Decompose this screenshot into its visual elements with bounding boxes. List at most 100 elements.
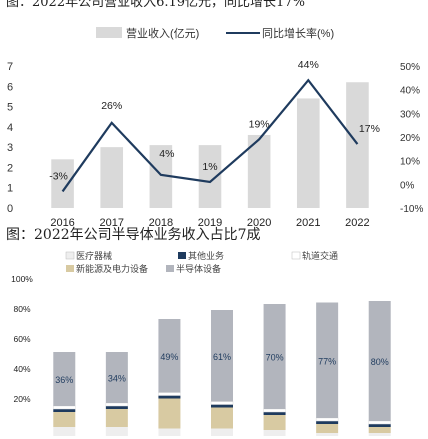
- stacked-segment: [158, 319, 181, 393]
- x-tick-label: 2017: [99, 217, 123, 229]
- revenue-bar: [198, 145, 222, 208]
- stacked-segment: [211, 404, 233, 408]
- stacked-segment: [263, 430, 286, 436]
- legend-label-energy: 新能源及电力设备: [76, 263, 148, 274]
- legend-label-semi: 半导体设备: [176, 263, 221, 274]
- header-cut-text: 图：2022年公司营业收入6.19亿元，同比增长17%: [6, 0, 305, 10]
- y-tick-label: 80%: [13, 304, 30, 314]
- stacked-segment: [316, 424, 339, 433]
- stacked-segment: [105, 409, 128, 427]
- legend-bar-label: 营业收入(亿元): [126, 26, 199, 40]
- y-right-tick-label: 40%: [400, 86, 420, 97]
- stacked-segment: [316, 421, 339, 424]
- stacked-segment: [368, 427, 391, 433]
- legend-swatch-energy: [66, 265, 74, 272]
- y-right-tick-label: 0%: [400, 180, 415, 191]
- growth-line: [61, 78, 359, 193]
- y-left-tick-label: 4: [7, 122, 13, 134]
- stacked-segment: [368, 424, 391, 427]
- legend-label-medical: 医疗器械: [76, 250, 112, 261]
- y-right-tick-label: 30%: [400, 109, 420, 120]
- semi-share-label: 80%: [371, 357, 389, 367]
- stacked-segment: [211, 407, 233, 429]
- legend-swatch-medical: [65, 251, 75, 260]
- semi-share-label: 34%: [108, 374, 126, 384]
- stacked-segment: [53, 409, 76, 412]
- stacked-segment: [263, 304, 286, 409]
- revenue-bar: [346, 82, 369, 208]
- growth-data-label: 1%: [202, 161, 217, 173]
- legend-label-other: 其他业务: [188, 250, 224, 261]
- chart2-title: 图：2022年公司半导体业务收入占比7成: [6, 227, 261, 243]
- revenue-bar: [247, 134, 271, 208]
- stacked-segment: [53, 427, 76, 436]
- segment-share-chart: 20% 40% 60% 80% 100% 36% 34% 49% 61% 70% 77% 80%: [11, 274, 391, 436]
- stacked-segment: [368, 433, 391, 436]
- y-right-tick-label: 50%: [400, 62, 420, 73]
- x-tick-label: 2020: [247, 217, 271, 229]
- stacked-segment: [211, 428, 233, 436]
- y-right-tick-label: -10%: [400, 204, 423, 215]
- legend-swatch-semi: [166, 265, 174, 272]
- stacked-segment: [105, 352, 128, 403]
- revenue-bar: [51, 159, 74, 208]
- growth-data-label: -3%: [49, 170, 68, 182]
- y-left-tick-label: 2: [7, 162, 13, 174]
- growth-data-label: 19%: [249, 118, 270, 130]
- stacked-segment: [53, 352, 76, 406]
- semi-share-label: 61%: [213, 352, 231, 362]
- revenue-bar: [149, 145, 173, 208]
- y-left-tick-label: 6: [7, 81, 13, 93]
- stacked-segment: [210, 401, 234, 405]
- semi-share-label: 77%: [318, 356, 336, 366]
- semi-share-label: 49%: [160, 352, 178, 362]
- stacked-segment: [158, 392, 181, 396]
- stacked-segment: [53, 412, 76, 427]
- growth-data-label: 44%: [298, 59, 319, 71]
- revenue-bar: [100, 147, 124, 208]
- stacked-segment: [53, 405, 76, 410]
- stacked-segment: [316, 433, 339, 436]
- semi-share-label: 36%: [55, 375, 73, 385]
- stacked-segment: [316, 302, 339, 418]
- stacked-segment: [105, 427, 128, 436]
- legend-line-label: 同比增长率(%): [262, 26, 334, 40]
- stacked-segment: [315, 417, 339, 422]
- stacked-segment: [368, 420, 391, 425]
- stacked-segment: [158, 398, 181, 429]
- y-left-tick-label: 7: [7, 61, 13, 73]
- stacked-segment: [105, 402, 129, 407]
- revenue-bar: [296, 98, 320, 208]
- y-left-tick-label: 5: [7, 102, 13, 114]
- chart2-legend: 医疗器械 其他业务 轨道交通 新能源及电力设备 半导体设备: [65, 250, 338, 274]
- stacked-segment: [263, 415, 286, 430]
- y-tick-label: 100%: [11, 274, 33, 284]
- revenue-growth-chart: 0 1 2 3 4 5 6 7 -10% 0% 10% 20% 30% 40% 50% -3% 26% 4% 1% 1…: [7, 59, 424, 229]
- y-right-tick-label: 10%: [400, 157, 420, 168]
- stacked-segment: [158, 395, 181, 399]
- y-tick-label: 20%: [13, 394, 30, 404]
- stacked-segment: [211, 310, 233, 402]
- x-tick-label: 2019: [198, 217, 222, 229]
- legend-label-rail: 轨道交通: [302, 250, 338, 261]
- growth-data-label: 26%: [101, 100, 122, 112]
- y-left-tick-label: 0: [7, 203, 13, 215]
- stacked-segment: [263, 412, 286, 415]
- semi-share-label: 70%: [266, 353, 284, 363]
- chart1-legend: 营业收入(亿元) 同比增长率(%): [96, 26, 334, 40]
- legend-swatch-other: [178, 252, 186, 259]
- y-tick-label: 40%: [13, 364, 30, 374]
- y-left-tick-label: 1: [7, 183, 13, 195]
- legend-bar-swatch: [96, 27, 122, 38]
- x-tick-label: 2022: [345, 217, 369, 229]
- x-tick-label: 2021: [296, 217, 320, 229]
- stacked-segment: [368, 301, 391, 421]
- x-tick-label: 2016: [50, 217, 74, 229]
- growth-data-label: 4%: [159, 148, 174, 160]
- y-tick-label: 60%: [13, 334, 30, 344]
- y-right-tick-label: 20%: [400, 133, 420, 144]
- stacked-segment: [263, 408, 286, 413]
- y-left-tick-label: 3: [7, 142, 13, 154]
- stacked-segment: [158, 428, 181, 436]
